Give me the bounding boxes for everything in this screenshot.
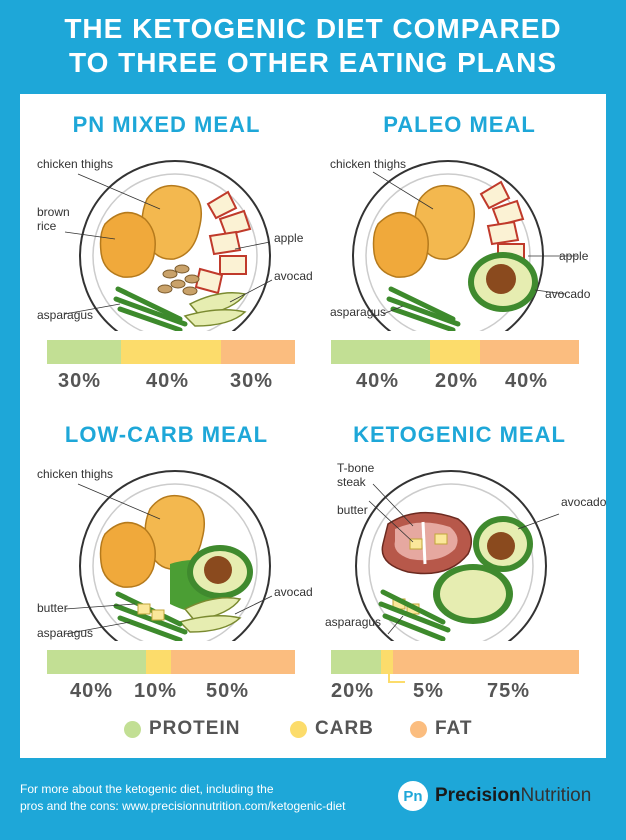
- legend-fat: FAT: [410, 718, 472, 740]
- carb-percent: 20%: [435, 370, 479, 392]
- butter-label: butter: [37, 601, 68, 615]
- avocado-label: avocado: [274, 269, 313, 283]
- title-line-2: TO THREE OTHER EATING PLANS: [69, 47, 557, 78]
- meal-pn-mixed: PN MIXED MEAL: [20, 94, 313, 404]
- protein-percent: 40%: [70, 680, 114, 702]
- carb-dot-icon: [290, 720, 307, 738]
- protein-segment: [331, 340, 431, 364]
- legend-protein: PROTEIN: [124, 718, 240, 740]
- page-title: THE KETOGENIC DIET COMPARED TO THREE OTH…: [0, 12, 626, 80]
- fat-dot-icon: [410, 720, 427, 738]
- fat-percent: 75%: [487, 680, 531, 702]
- chicken-thigh-icon: [372, 211, 429, 278]
- meal-title: LOW-CARB MEAL: [64, 422, 269, 447]
- pn-logo-icon: Pn: [398, 781, 428, 811]
- meal-low-carb: LOW-CARB MEAL: [20, 404, 313, 714]
- brown-rice-label-line1: brown: [37, 205, 70, 219]
- chicken-thighs-label: chicken thighs: [37, 157, 113, 171]
- carb-segment: [121, 340, 221, 364]
- avocado-label: avocado: [561, 495, 606, 509]
- legend-carb-label: CARB: [315, 718, 374, 739]
- protein-percent: 20%: [331, 680, 375, 702]
- meal-paleo: PALEO MEAL: [313, 94, 606, 404]
- carb-segment: [146, 650, 171, 674]
- brown-rice-label-line2: rice: [37, 219, 57, 233]
- asparagus-icon: [378, 589, 451, 641]
- t-bone-label-line2: steak: [337, 475, 367, 489]
- title-line-1: THE KETOGENIC DIET COMPARED: [64, 13, 562, 44]
- protein-segment: [47, 340, 122, 364]
- protein-percent: 40%: [356, 370, 400, 392]
- paleo-plate-illustration: chicken thighs apple avocado asparagus: [330, 157, 591, 331]
- brand-name-bold: Precision: [435, 785, 521, 806]
- legend: PROTEIN CARB FAT: [0, 718, 626, 748]
- chicken-thighs-label: chicken thighs: [330, 157, 406, 171]
- carb-percent: 10%: [134, 680, 178, 702]
- pn-mixed-plate-illustration: chicken thighs brown rice apple avocado …: [37, 157, 313, 331]
- t-bone-steak-icon: [381, 511, 473, 575]
- footer-note: For more about the ketogenic diet, inclu…: [20, 781, 346, 815]
- carb-pointer-line: [388, 672, 405, 683]
- avocado-label: avocado: [274, 585, 313, 599]
- apple-label: apple: [274, 231, 304, 245]
- fat-segment: [392, 650, 579, 674]
- brand-logo-block: Pn PrecisionNutrition: [398, 781, 591, 811]
- ketogenic-plate-illustration: T-bone steak butter avocado asparagus: [325, 461, 606, 641]
- legend-protein-label: PROTEIN: [149, 718, 241, 739]
- macro-bar: [47, 650, 295, 674]
- chicken-thighs-label: chicken thighs: [37, 467, 113, 481]
- butter-label: butter: [337, 503, 368, 517]
- brand-name: PrecisionNutrition: [435, 785, 591, 807]
- macro-bar: [331, 340, 579, 364]
- t-bone-label-line1: T-bone: [337, 461, 375, 475]
- meal-title: KETOGENIC MEAL: [353, 422, 566, 447]
- macro-bar: [331, 650, 579, 674]
- asparagus-label: asparagus: [37, 626, 93, 640]
- avocado-half-icon: [468, 252, 538, 312]
- protein-segment: [47, 650, 147, 674]
- fat-segment: [479, 340, 579, 364]
- asparagus-icon: [113, 286, 188, 331]
- carb-percent: 40%: [146, 370, 190, 392]
- macro-bar: [47, 340, 295, 364]
- chicken-thigh-icon: [99, 521, 156, 588]
- avocado-slices-icon: [178, 597, 242, 633]
- carb-percent: 5%: [413, 680, 444, 702]
- asparagus-label: asparagus: [330, 305, 386, 319]
- footer-line-2[interactable]: pros and the cons: www.precisionnutritio…: [20, 799, 346, 813]
- carb-segment: [430, 340, 480, 364]
- butter-pats-icon: [137, 603, 165, 621]
- footer-line-1: For more about the ketogenic diet, inclu…: [20, 782, 274, 796]
- legend-fat-label: FAT: [435, 718, 473, 739]
- brand-name-rest: Nutrition: [520, 785, 592, 806]
- apple-label: apple: [559, 249, 589, 263]
- asparagus-label: asparagus: [37, 308, 93, 322]
- legend-carb: CARB: [290, 718, 374, 740]
- chicken-thigh-icon: [99, 211, 156, 278]
- avocado-half-icon: [433, 516, 533, 624]
- fat-segment: [170, 650, 295, 674]
- meal-ketogenic: KETOGENIC MEAL: [313, 404, 606, 714]
- avocado-slices-icon: [183, 292, 247, 327]
- apple-slices-icon: [194, 190, 252, 295]
- meal-title: PALEO MEAL: [383, 112, 536, 137]
- meal-title: PN MIXED MEAL: [72, 112, 261, 137]
- fat-percent: 50%: [206, 680, 250, 702]
- asparagus-icon: [386, 286, 461, 331]
- carb-segment: [380, 650, 393, 674]
- fat-percent: 40%: [505, 370, 549, 392]
- fat-percent: 30%: [230, 370, 274, 392]
- avocado-half-icon: [187, 545, 253, 599]
- comparison-panel: PN MIXED MEAL: [20, 94, 606, 758]
- protein-percent: 30%: [58, 370, 102, 392]
- avocado-label: avocado: [545, 287, 591, 301]
- asparagus-label: asparagus: [325, 615, 381, 629]
- fat-segment: [220, 340, 295, 364]
- protein-segment: [331, 650, 381, 674]
- brown-rice-icon: [157, 264, 200, 296]
- low-carb-plate-illustration: chicken thighs butter avocado asparagus: [37, 467, 313, 641]
- protein-dot-icon: [124, 720, 141, 738]
